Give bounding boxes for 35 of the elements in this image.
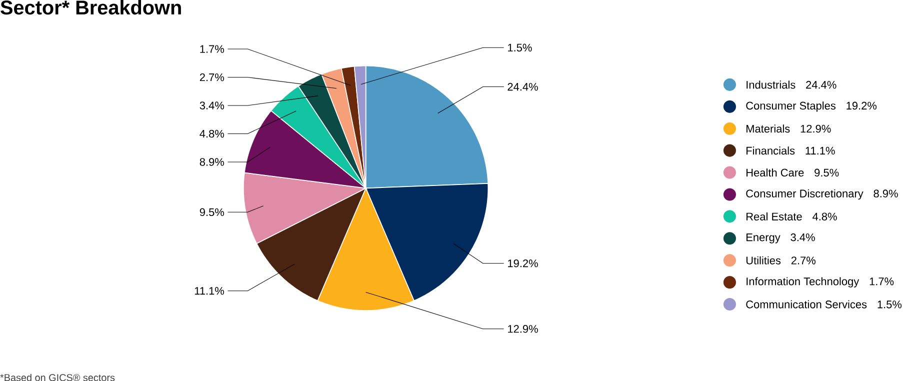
data-label: 8.9% — [200, 158, 224, 166]
data-label: 19.2% — [508, 259, 538, 268]
legend-label: Energy — [746, 233, 780, 244]
legend-label: Materials — [746, 124, 790, 133]
data-label: 9.5% — [200, 208, 224, 216]
text: 24.4% — [806, 80, 836, 89]
legend-label: Information Technology — [746, 277, 860, 288]
legend-label: Consumer Discretionary — [746, 189, 864, 200]
legend-label: Real Estate — [746, 212, 802, 220]
text: 3.4% — [790, 233, 815, 242]
data-label: 1.7% — [200, 45, 224, 53]
text: 12.9% — [800, 124, 831, 133]
text: 2.7% — [791, 256, 816, 264]
data-label: 12.9% — [508, 324, 538, 333]
text: 19.2% — [846, 102, 877, 110]
text: *Based on GICS® sectors — [0, 374, 115, 381]
legend-label: Utilities — [746, 256, 781, 264]
data-label: 1.5% — [508, 44, 532, 52]
chart-title: Sector* Breakdown — [0, 0, 181, 15]
text: 1.7% — [870, 277, 894, 286]
data-label: 11.1% — [194, 286, 224, 295]
legend-label: Financials — [746, 146, 795, 155]
text: 4.8% — [812, 212, 837, 220]
legend-label: Health Care — [746, 168, 804, 176]
legend-label: Industrials — [746, 80, 796, 89]
data-label: 4.8% — [200, 130, 224, 138]
text: 9.5% — [814, 168, 839, 176]
legend-label: Consumer Staples — [746, 101, 836, 112]
text: 11.1% — [806, 146, 835, 154]
data-label: 2.7% — [200, 73, 224, 82]
text: 8.9% — [874, 190, 898, 198]
legend-label: Communication Services — [746, 300, 867, 308]
data-label: 3.4% — [200, 102, 224, 110]
text: 1.5% — [878, 300, 902, 308]
data-label: 24.4% — [508, 82, 538, 91]
